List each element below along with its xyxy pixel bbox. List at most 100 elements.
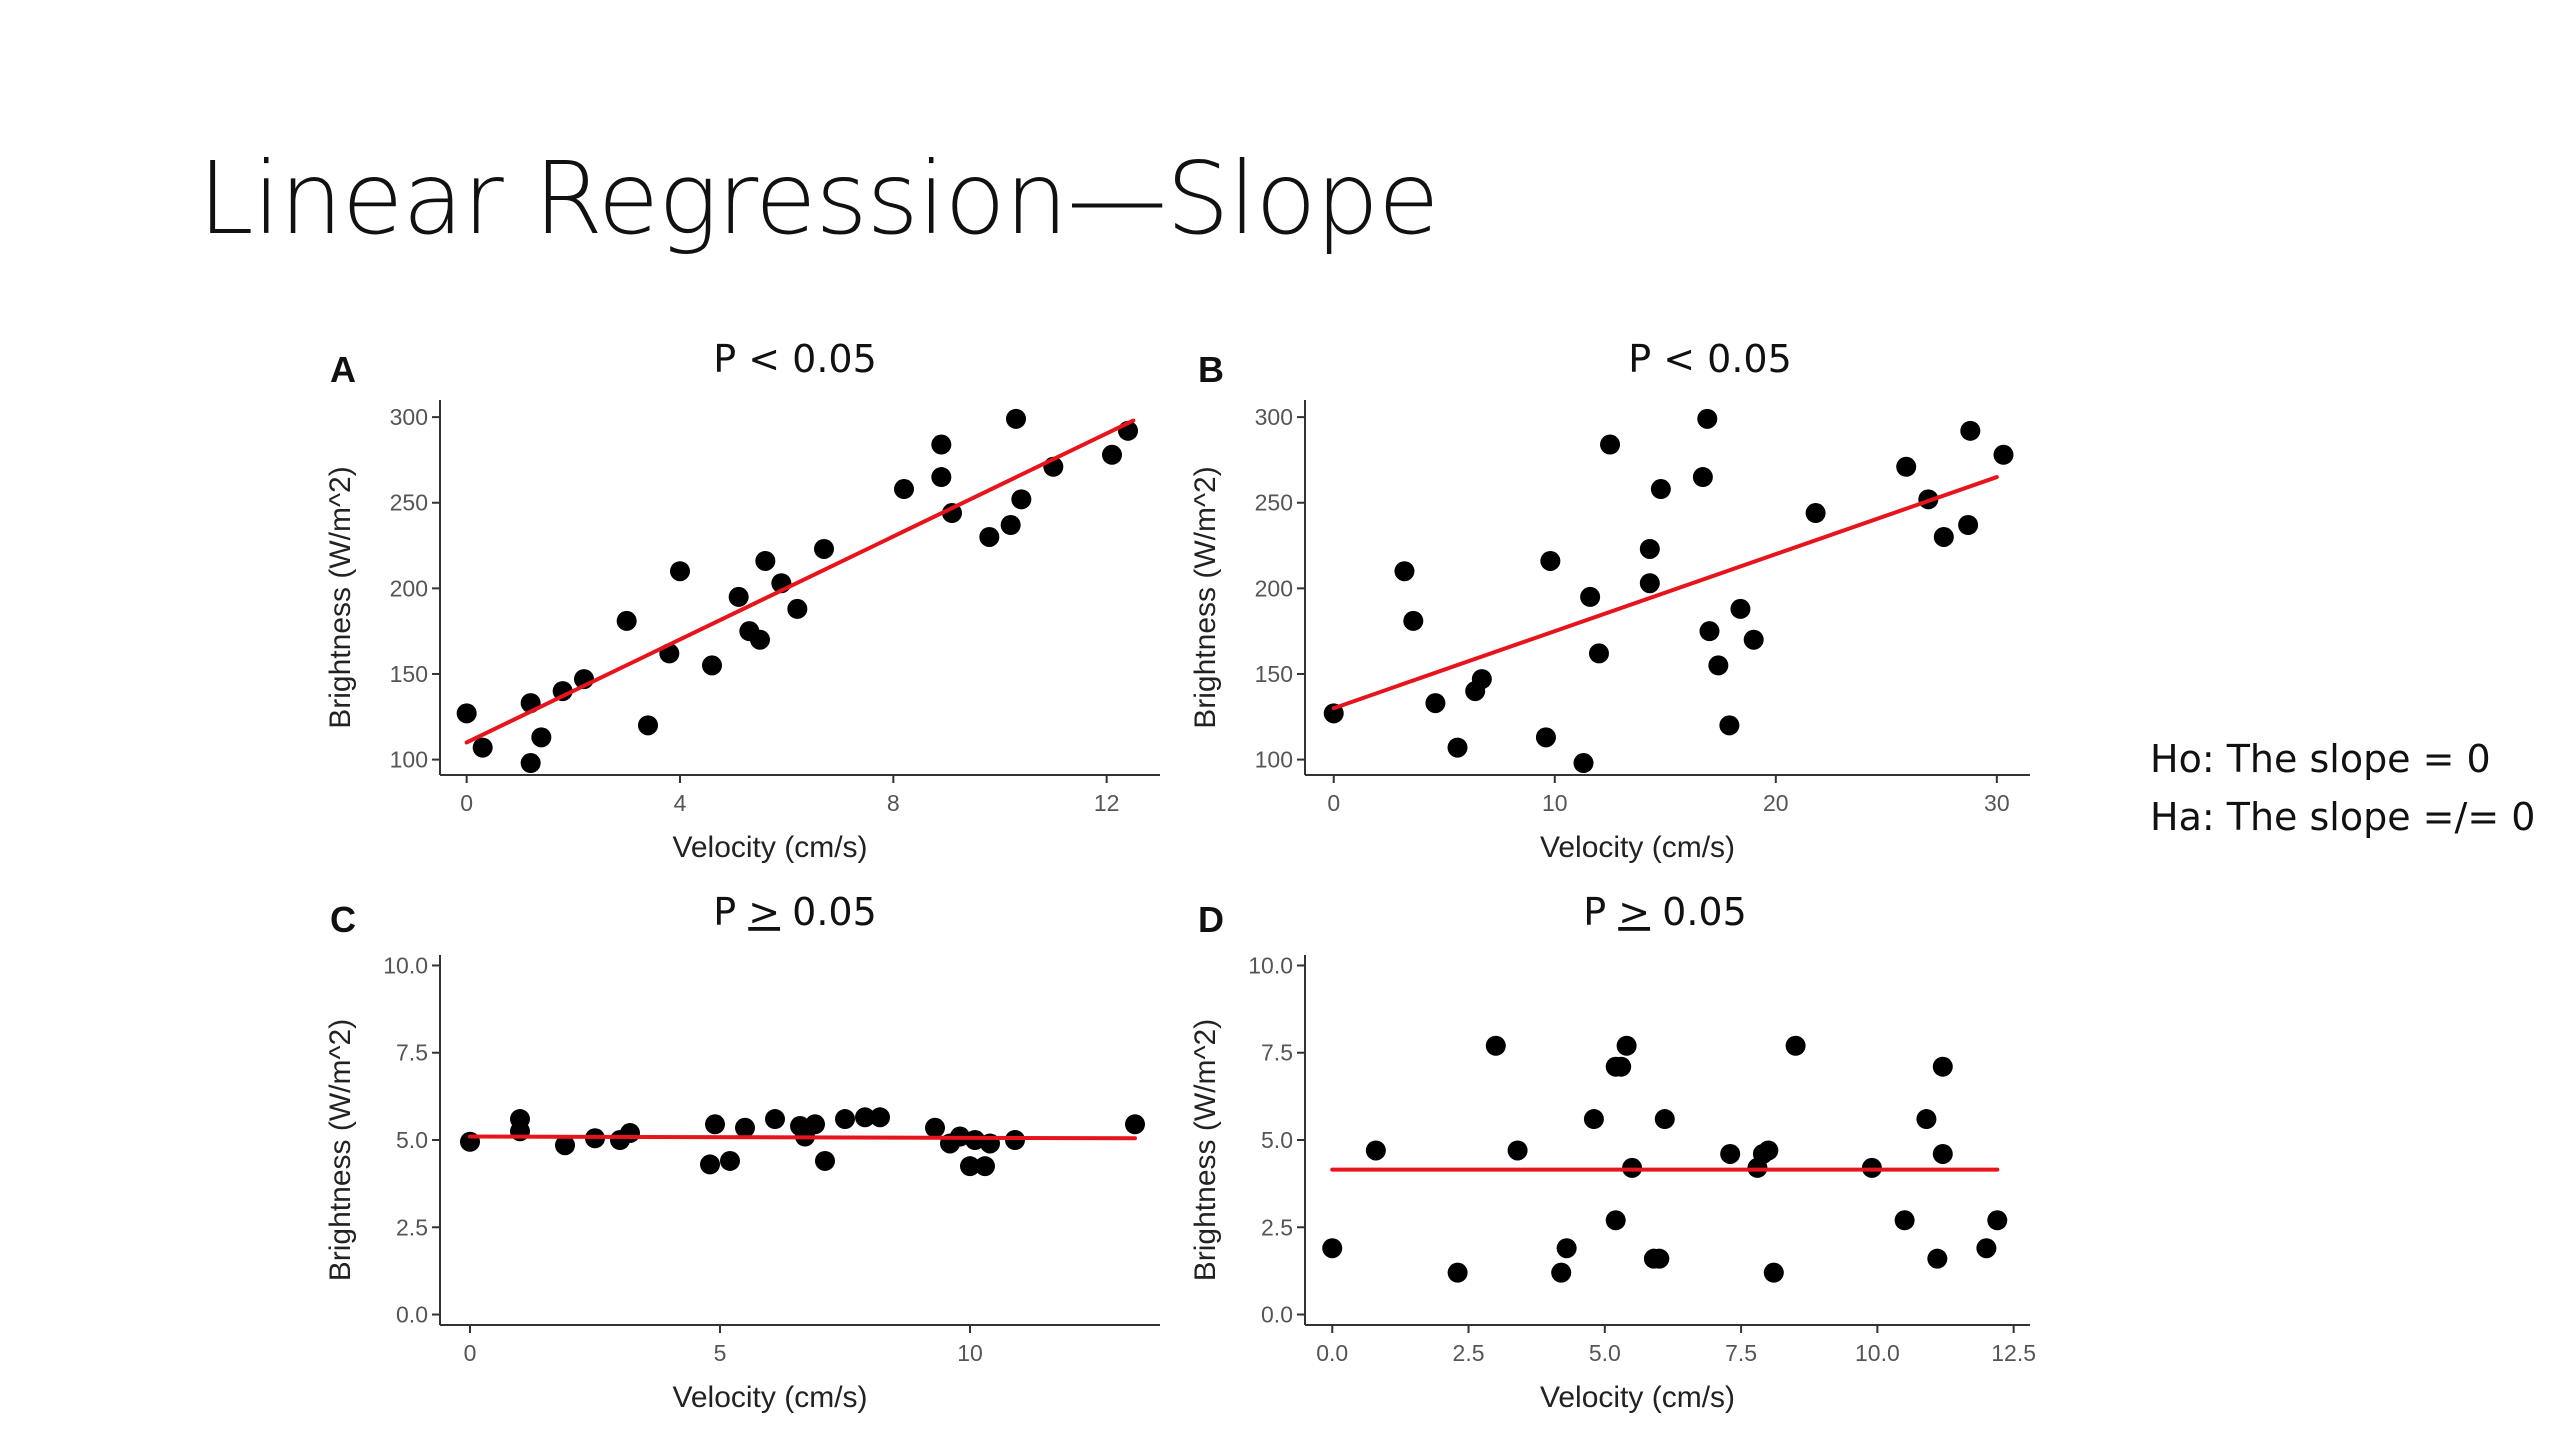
data-point <box>1583 1109 1604 1130</box>
y-tick-label: 2.5 <box>396 1214 428 1240</box>
x-tick-label: 8 <box>887 790 900 816</box>
data-point <box>965 1130 985 1150</box>
data-point <box>555 1135 575 1156</box>
data-point <box>1471 669 1492 690</box>
data-point <box>1365 1140 1386 1161</box>
data-point <box>1785 1035 1806 1056</box>
panel-label: C <box>330 899 356 940</box>
data-point <box>1447 1262 1468 1283</box>
data-point <box>1639 573 1660 594</box>
y-tick-label: 5.0 <box>1261 1127 1293 1153</box>
data-point <box>1758 1140 1779 1161</box>
data-point <box>1699 621 1720 642</box>
x-tick-label: 10 <box>957 1340 983 1366</box>
x-tick-label: 0 <box>1327 790 1340 816</box>
data-point <box>1125 1114 1145 1135</box>
x-tick-label: 20 <box>1763 790 1789 816</box>
data-point <box>1616 1035 1637 1056</box>
data-point <box>620 1123 640 1144</box>
data-point <box>1551 1262 1572 1283</box>
y-tick-label: 0.0 <box>1261 1302 1293 1328</box>
x-tick-label: 4 <box>674 790 687 816</box>
null-hypothesis: Ho: The slope = 0 <box>2150 737 2491 781</box>
chart-panel-b: B P < 0.05 100 150 200 250 300 0 10 20 30 Velocity … <box>1189 337 2030 864</box>
data-point <box>1507 1140 1528 1161</box>
data-point <box>1600 434 1621 455</box>
data-point <box>925 1117 945 1138</box>
data-point <box>787 598 808 619</box>
panel-title-suffix: 0.05 <box>780 890 877 934</box>
data-point <box>638 715 658 736</box>
panel-label: A <box>330 349 356 390</box>
y-tick-label: 300 <box>390 404 428 430</box>
data-point <box>1556 1238 1577 1259</box>
data-point <box>1394 561 1415 582</box>
y-tick-label: 300 <box>1255 404 1293 430</box>
data-point <box>1649 1248 1670 1269</box>
data-point <box>1976 1238 1997 1259</box>
data-point <box>531 727 552 748</box>
data-point <box>520 753 541 774</box>
data-point <box>1719 715 1740 736</box>
data-point <box>1605 1210 1626 1231</box>
y-axis-label: Brightness (W/m^2) <box>1189 466 1222 728</box>
data-point <box>1708 655 1729 676</box>
data-point <box>931 434 952 455</box>
x-tick-label: 5 <box>714 1340 727 1366</box>
data-point <box>1588 643 1609 664</box>
x-tick-label: 2.5 <box>1453 1340 1485 1366</box>
data-point <box>1654 1109 1675 1130</box>
data-point <box>1805 503 1826 524</box>
y-tick-label: 10.0 <box>383 952 428 978</box>
data-point <box>931 467 952 488</box>
y-tick-label: 100 <box>1255 747 1293 773</box>
slide-title: Linear Regression—Slope <box>198 140 1440 257</box>
panel-title-operator: > <box>1618 890 1650 934</box>
regression-line <box>1331 475 1999 711</box>
data-point <box>1000 515 1021 535</box>
x-axis-label: Velocity (cm/s) <box>672 831 867 864</box>
y-tick-label: 150 <box>1255 661 1293 687</box>
data-point <box>1987 1210 2008 1231</box>
chart-panel-a: A P < 0.05 100 150 200 250 300 0 4 8 12 Velocity (c… <box>324 337 1160 864</box>
data-point <box>1933 526 1954 547</box>
data-point <box>1993 444 2014 465</box>
data-point <box>1425 693 1446 714</box>
data-point <box>1932 1056 1953 1077</box>
regression-line <box>464 418 1136 745</box>
data-point <box>1916 1109 1937 1130</box>
data-point <box>755 550 776 571</box>
x-tick-label: 10 <box>1542 790 1568 816</box>
data-point <box>975 1156 995 1177</box>
y-tick-label: 150 <box>390 661 428 687</box>
data-point <box>815 1150 835 1171</box>
data-point <box>456 703 477 724</box>
data-point <box>1447 737 1468 758</box>
data-point <box>805 1114 825 1135</box>
data-point <box>1763 1262 1784 1283</box>
regression-line <box>468 1134 1137 1141</box>
data-point <box>1730 598 1751 619</box>
panel-title: P < 0.05 <box>713 337 877 381</box>
data-point <box>942 503 962 524</box>
data-point <box>1743 629 1764 650</box>
data-point <box>1102 444 1122 465</box>
data-point <box>1005 1130 1025 1150</box>
data-point <box>1692 467 1713 488</box>
x-tick-label: 12 <box>1094 790 1120 816</box>
data-point <box>720 1150 740 1171</box>
data-point <box>552 681 573 702</box>
data-point <box>1720 1143 1741 1164</box>
data-point <box>765 1109 785 1130</box>
x-axis-label: Velocity (cm/s) <box>1540 1381 1735 1414</box>
data-point <box>1639 538 1660 559</box>
y-tick-label: 5.0 <box>396 1127 428 1153</box>
y-tick-label: 250 <box>1255 490 1293 516</box>
data-point <box>700 1154 720 1175</box>
data-point <box>1011 489 1032 510</box>
y-tick-label: 200 <box>1255 575 1293 601</box>
y-tick-label: 200 <box>390 575 428 601</box>
data-point <box>1006 408 1026 429</box>
y-axis-label: Brightness (W/m^2) <box>324 1019 357 1281</box>
